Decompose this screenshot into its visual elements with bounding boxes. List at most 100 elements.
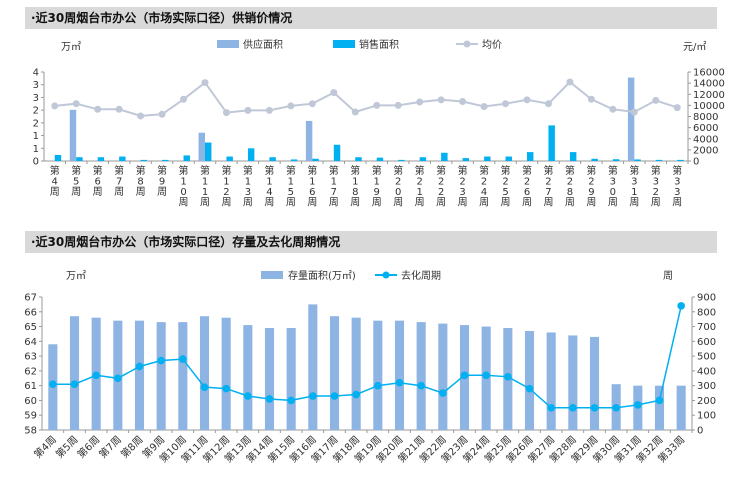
chart1-sales-bar — [247, 148, 255, 161]
chart2-left-tick-label: 60 — [24, 396, 37, 407]
chart1-price-point — [437, 96, 445, 104]
chart1-price-point — [394, 101, 402, 109]
chart1-sales-bar — [569, 152, 577, 161]
chart2-stock-bar — [156, 322, 166, 430]
chart2-right-tick-label: 500 — [697, 352, 716, 363]
chart2-x-tick-label: 第7周 — [96, 433, 124, 461]
chart2-stock-bar — [351, 317, 361, 430]
chart1-sales-bar — [591, 158, 598, 161]
chart2-cycle-point — [417, 381, 425, 390]
chart1-sales-bar — [97, 157, 105, 161]
chart2-stock-bar — [438, 323, 448, 430]
chart1-price-point — [459, 97, 467, 105]
chart1-sales-bar — [441, 152, 448, 161]
legend-swatch-supply — [217, 40, 239, 48]
chart1-price-point — [94, 105, 102, 113]
chart2-cycle-line — [52, 305, 682, 409]
legend-label-sales: 销售面积 — [359, 38, 399, 51]
chart1-right-tick-label: 14000 — [693, 79, 725, 90]
chart2-left-unit: 万㎡ — [66, 270, 86, 282]
chart2-cycle-point — [330, 392, 339, 400]
chart2-cycle-point — [634, 401, 642, 409]
chart1-price-point — [587, 95, 595, 103]
chart1-right-tick-label: 0 — [693, 157, 699, 168]
chart2-stock-bar — [524, 330, 535, 430]
chart1-sales-bar — [290, 159, 298, 161]
chart1-left-tick-label: 0 — [33, 157, 39, 168]
chart2-legend: 存量面积(万㎡) 去化周期 — [261, 269, 441, 282]
chart2-cycle-point — [265, 395, 274, 403]
chart1-left-unit: 万㎡ — [61, 41, 81, 53]
chart1-right-unit: 元/㎡ — [683, 41, 706, 53]
chart2-cycle-point — [114, 374, 122, 383]
chart1-price-point — [416, 98, 424, 106]
chart2-stock-bar — [546, 332, 556, 430]
chart1-right-tick-label: 8000 — [693, 112, 718, 123]
chart2-left-tick-label: 59 — [24, 411, 37, 422]
chart1-left-tick-label: 3 — [33, 80, 39, 91]
chart2-cycle-point — [525, 384, 534, 393]
chart1-price-point — [51, 102, 59, 110]
chart1-price-point — [115, 105, 123, 113]
chart1-sales-bar — [612, 159, 620, 161]
legend-label-supply: 供应面积 — [243, 38, 283, 51]
chart2-stock-bar — [568, 335, 578, 430]
chart2-cycle-point — [49, 380, 57, 388]
chart1-sales-bar — [162, 159, 169, 161]
chart1-supply-bar — [305, 120, 313, 161]
chart2-title: ·近30周烟台市办公（市场实际口径）存量及去化周期情况 — [25, 231, 717, 253]
chart1-price-point — [373, 101, 381, 109]
chart1-price-point — [158, 110, 166, 118]
chart1-supply-bar — [69, 109, 77, 161]
chart1-left-tick-label: 4 — [33, 68, 39, 79]
chart1-legend: 供应面积 销售面积 均价 — [217, 38, 502, 51]
chart2-stock-bar — [373, 320, 383, 430]
chart1-price-point — [180, 95, 188, 103]
chart1-price-point — [308, 100, 316, 108]
legend-label-cycle: 去化周期 — [401, 269, 441, 282]
chart2-cycle-point — [655, 396, 664, 405]
legend-label-price: 均价 — [482, 39, 502, 51]
chart1-left-tick-label: 2 — [33, 118, 39, 129]
chart2-cycle-point — [157, 356, 165, 365]
chart1-sales-bar — [76, 157, 83, 161]
chart1-price-point — [523, 96, 531, 104]
chart1-sales-bar — [312, 158, 319, 161]
chart1-price-point — [265, 106, 273, 114]
chart2-cycle-point — [244, 392, 252, 400]
chart1-price-point — [330, 89, 338, 97]
chart1-price-point — [480, 102, 488, 110]
chart1-sales-bar — [333, 144, 341, 161]
chart1-price-point — [72, 100, 80, 108]
chart2-x-tick-label: 第6周 — [74, 433, 102, 461]
chart2-stock-bar — [199, 316, 210, 430]
chart1-price-point — [502, 100, 510, 108]
chart1-right-tick-label: 6000 — [693, 123, 718, 134]
legend-label-stock: 存量面积(万㎡) — [288, 269, 356, 282]
chart2-cycle-point — [395, 378, 404, 387]
chart2-right-tick-label: 600 — [697, 337, 716, 348]
chart1-price-point — [609, 105, 617, 113]
chart2-cycle-point — [352, 390, 360, 399]
chart1-sales-bar — [462, 158, 470, 161]
chart2-cycle-point — [309, 392, 317, 400]
chart1-right-tick-label: 2000 — [693, 145, 718, 156]
chart1-sales-bar — [226, 156, 233, 161]
chart2-left-tick-label: 62 — [24, 366, 37, 377]
chart1-title: ·近30周烟台市办公（市场实际口径）供销价情况 — [25, 7, 717, 29]
chart1-sales-bar — [398, 159, 405, 161]
chart1-price-point — [544, 100, 552, 108]
chart2-right-tick-label: 200 — [697, 396, 716, 407]
chart1-plot: 0112233402000400060008000100001200014000… — [33, 68, 725, 209]
chart1-left-tick-label: 3 — [33, 93, 39, 104]
